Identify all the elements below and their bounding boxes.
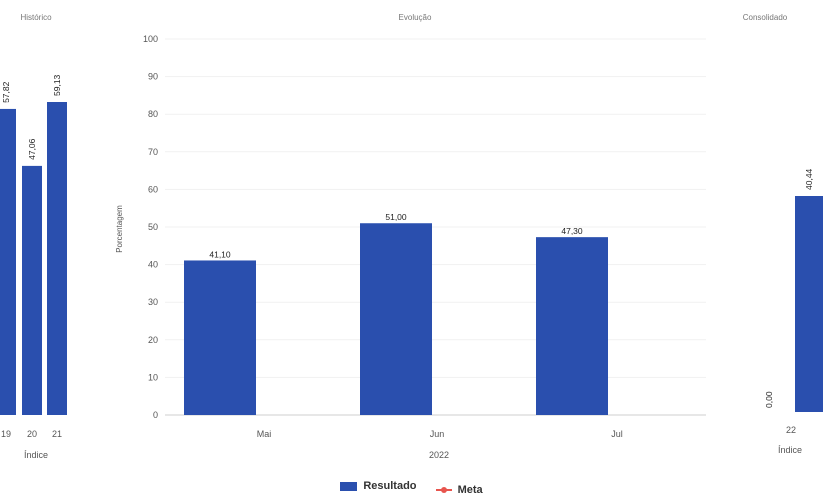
resultado-swatch [340, 481, 358, 491]
chart-legend: Resultado Meta [0, 480, 823, 496]
historico-data-label: 47,06 [27, 138, 37, 160]
evolucao-data-label: 41,10 [209, 249, 231, 259]
historico-data-label: 59,13 [52, 74, 62, 96]
historico-xlabel: Índice [24, 450, 48, 460]
evolucao-bar [184, 260, 256, 415]
evolucao-data-label: 47,30 [561, 226, 583, 236]
historico-x-tick: 19 [1, 429, 11, 439]
evolucao-xlabel: 2022 [429, 450, 449, 460]
historico-data-label: 57,82 [1, 81, 11, 103]
legend-label-meta: Meta [457, 483, 483, 496]
consolidado-data-label: 0,00 [764, 391, 774, 408]
historico-bar [0, 108, 16, 415]
evolucao-y-tick: 40 [148, 260, 158, 270]
evolucao-bar [536, 237, 608, 415]
evolucao-title: Evolução [399, 13, 432, 22]
meta-swatch [435, 486, 452, 493]
evolucao-x-tick: Jul [611, 429, 623, 439]
historico-bar [47, 102, 67, 415]
evolucao-x-tick: Jun [430, 429, 445, 439]
consolidado-xlabel: Índice [778, 445, 802, 455]
consolidado-title: Consolidado [743, 13, 788, 22]
evolucao-data-label: 51,00 [385, 212, 407, 222]
evolucao-y-tick: 0 [153, 410, 158, 420]
evolucao-y-tick: 90 [148, 72, 158, 82]
evolucao-y-tick: 100 [143, 34, 158, 44]
historico-bar [22, 165, 42, 415]
legend-item-resultado[interactable]: Resultado [340, 480, 417, 492]
evolucao-panel: Evolução 0 10 20 30 40 50 60 70 80 90 100 Porcenta… [115, 13, 706, 460]
historico-panel: Histórico 57,82 19 47,06 20 59,13 21 Índice [0, 13, 67, 460]
evolucao-y-tick: 20 [148, 335, 158, 345]
consolidado-bar [795, 196, 823, 412]
evolucao-y-tick: 10 [148, 372, 158, 382]
evolucao-bar [360, 223, 432, 415]
legend-item-meta[interactable]: Meta [435, 483, 483, 496]
consolidado-x-tick: 22 [786, 425, 796, 435]
consolidado-panel: Consolidado 0,00 40,44 22 Índice [743, 13, 823, 455]
evolucao-y-tick: 60 [148, 184, 158, 194]
evolucao-y-tick: 30 [148, 297, 158, 307]
evolucao-x-tick: Mai [257, 429, 272, 439]
historico-x-tick: 20 [27, 429, 37, 439]
historico-title: Histórico [20, 13, 52, 22]
historico-x-tick: 21 [52, 429, 62, 439]
legend-label-resultado: Resultado [363, 480, 417, 492]
evolucao-ylabel: Porcentagem [115, 205, 124, 253]
consolidado-data-label: 40,44 [804, 168, 814, 190]
evolucao-y-tick: 80 [148, 109, 158, 119]
evolucao-y-tick: 50 [148, 222, 158, 232]
evolucao-y-tick: 70 [148, 147, 158, 157]
